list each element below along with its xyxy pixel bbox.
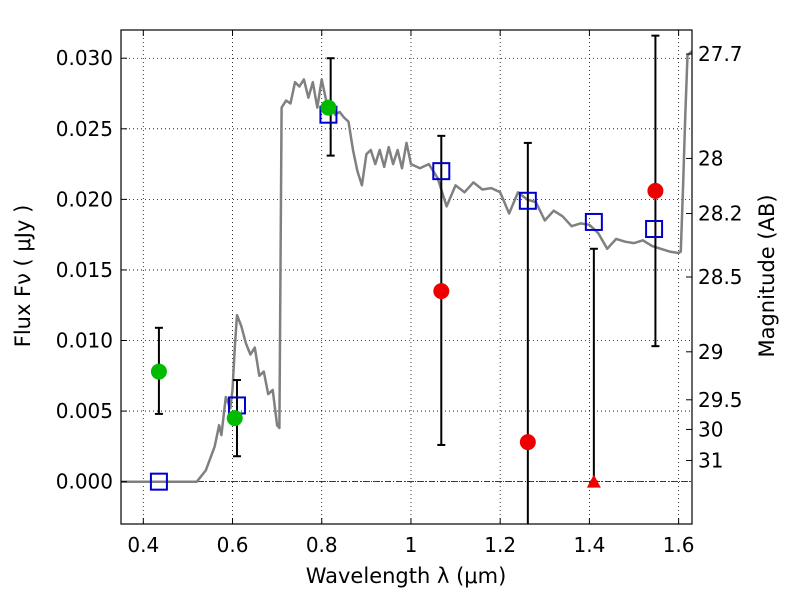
x-tick-label: 1 [405, 533, 418, 557]
x-tick-label: 0.4 [127, 533, 159, 557]
errorbars [154, 34, 660, 524]
x-tick-label: 1.6 [663, 533, 695, 557]
y-tick-label: 0.015 [56, 258, 113, 282]
model-square-point [584, 212, 603, 231]
right-tick-label: 29.5 [698, 388, 743, 412]
green-data-point [226, 410, 243, 427]
y-axis-label-left: Flux Fν ( μJy ) [11, 205, 35, 348]
x-tick-label: 1.4 [573, 533, 605, 557]
y-tick-label: 0.000 [56, 470, 113, 494]
model-square-point [149, 472, 168, 491]
x-tick-label: 0.8 [306, 533, 338, 557]
markers [149, 99, 664, 491]
x-tick-label: 1.2 [484, 533, 516, 557]
red-data-point [433, 283, 450, 300]
x-axis-label: Wavelength λ (μm) [306, 564, 507, 588]
y-tick-label: 0.010 [56, 329, 113, 353]
red-data-point [647, 182, 664, 199]
y-tick-label: 0.005 [56, 399, 113, 423]
plot-frame [120, 29, 693, 525]
model-square-point [518, 191, 537, 210]
y-tick-label: 0.025 [56, 117, 113, 141]
grid [121, 30, 692, 524]
right-tick-label: 28 [698, 146, 723, 170]
model-square-point [645, 220, 664, 239]
red-data-point [519, 434, 536, 451]
green-data-point [320, 99, 337, 116]
right-tick-label: 28.5 [698, 265, 743, 289]
red-upper-limit-point [586, 474, 601, 488]
model-square-point [432, 162, 451, 181]
x-tick-label: 0.6 [217, 533, 249, 557]
y-axis-label-right: Magnitude (AB) [755, 194, 779, 357]
right-tick-label: 30 [698, 417, 723, 441]
green-data-point [150, 363, 167, 380]
y-tick-label: 0.020 [56, 187, 113, 211]
sed-line-series [121, 50, 693, 483]
y-tick-label: 0.030 [56, 46, 113, 70]
plot-border [120, 29, 693, 525]
right-tick-label: 27.7 [698, 42, 743, 66]
right-tick-label: 29 [698, 340, 723, 364]
right-tick-label: 31 [698, 448, 723, 472]
ticks: 0.4 0.6 0.8 1 1.2 1.4 1.6 0.000 0.005 0.010 0.015 0… [56, 30, 743, 557]
right-tick-label: 28.2 [698, 201, 743, 225]
sed-line [121, 50, 693, 483]
